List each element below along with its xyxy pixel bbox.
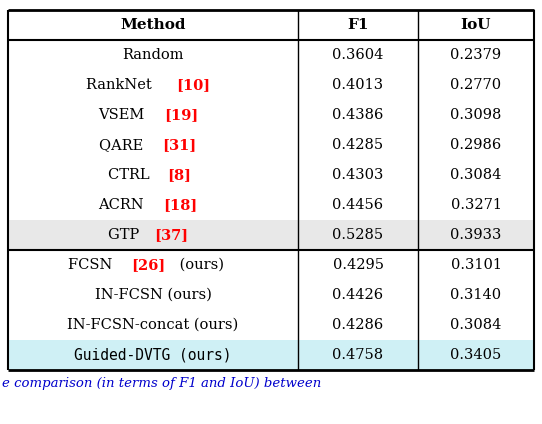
Text: 0.2379: 0.2379 bbox=[450, 48, 501, 62]
Text: 0.3084: 0.3084 bbox=[450, 318, 502, 332]
Text: 0.5285: 0.5285 bbox=[332, 228, 384, 242]
Text: 0.4285: 0.4285 bbox=[332, 138, 384, 152]
Text: 0.3933: 0.3933 bbox=[450, 228, 502, 242]
Text: VSEM: VSEM bbox=[98, 108, 149, 122]
Text: 0.3098: 0.3098 bbox=[450, 108, 502, 122]
Text: [10]: [10] bbox=[176, 78, 210, 92]
Text: ACRN: ACRN bbox=[99, 198, 149, 212]
Text: FCSN: FCSN bbox=[68, 258, 117, 272]
Bar bbox=[8, 220, 534, 250]
Text: Guided-DVTG (ours): Guided-DVTG (ours) bbox=[74, 348, 232, 363]
Text: 0.2770: 0.2770 bbox=[450, 78, 501, 92]
Text: [37]: [37] bbox=[154, 228, 188, 242]
Text: [31]: [31] bbox=[163, 138, 197, 152]
Text: 0.2986: 0.2986 bbox=[450, 138, 502, 152]
Text: 0.4386: 0.4386 bbox=[332, 108, 384, 122]
Text: CTRL: CTRL bbox=[108, 168, 154, 182]
Text: Random: Random bbox=[122, 48, 184, 62]
Text: [19]: [19] bbox=[164, 108, 198, 122]
Text: 0.3084: 0.3084 bbox=[450, 168, 502, 182]
Text: 0.4295: 0.4295 bbox=[332, 258, 384, 272]
Text: QARE: QARE bbox=[99, 138, 149, 152]
Text: 0.3140: 0.3140 bbox=[450, 288, 501, 302]
Text: 0.3604: 0.3604 bbox=[332, 48, 384, 62]
Text: 0.4013: 0.4013 bbox=[332, 78, 384, 92]
Text: IN-FCSN (ours): IN-FCSN (ours) bbox=[94, 288, 211, 302]
Text: [18]: [18] bbox=[163, 198, 198, 212]
Text: 0.4456: 0.4456 bbox=[332, 198, 384, 212]
Text: IoU: IoU bbox=[461, 18, 491, 32]
Text: e comparison (in terms of F1 and IoU) between: e comparison (in terms of F1 and IoU) be… bbox=[2, 377, 321, 391]
Bar bbox=[8, 340, 534, 370]
Text: F1: F1 bbox=[347, 18, 369, 32]
Text: 0.3101: 0.3101 bbox=[450, 258, 501, 272]
Text: [26]: [26] bbox=[131, 258, 165, 272]
Text: (ours): (ours) bbox=[175, 258, 224, 272]
Text: GTP: GTP bbox=[108, 228, 144, 242]
Text: 0.4758: 0.4758 bbox=[332, 348, 384, 362]
Text: RankNet: RankNet bbox=[86, 78, 156, 92]
Text: 0.3405: 0.3405 bbox=[450, 348, 502, 362]
Text: Method: Method bbox=[120, 18, 186, 32]
Text: 0.4426: 0.4426 bbox=[332, 288, 384, 302]
Text: IN-FCSN-concat (ours): IN-FCSN-concat (ours) bbox=[67, 318, 238, 332]
Text: 0.4303: 0.4303 bbox=[332, 168, 384, 182]
Text: 0.4286: 0.4286 bbox=[332, 318, 384, 332]
Text: 0.3271: 0.3271 bbox=[450, 198, 501, 212]
Text: [8]: [8] bbox=[167, 168, 191, 182]
